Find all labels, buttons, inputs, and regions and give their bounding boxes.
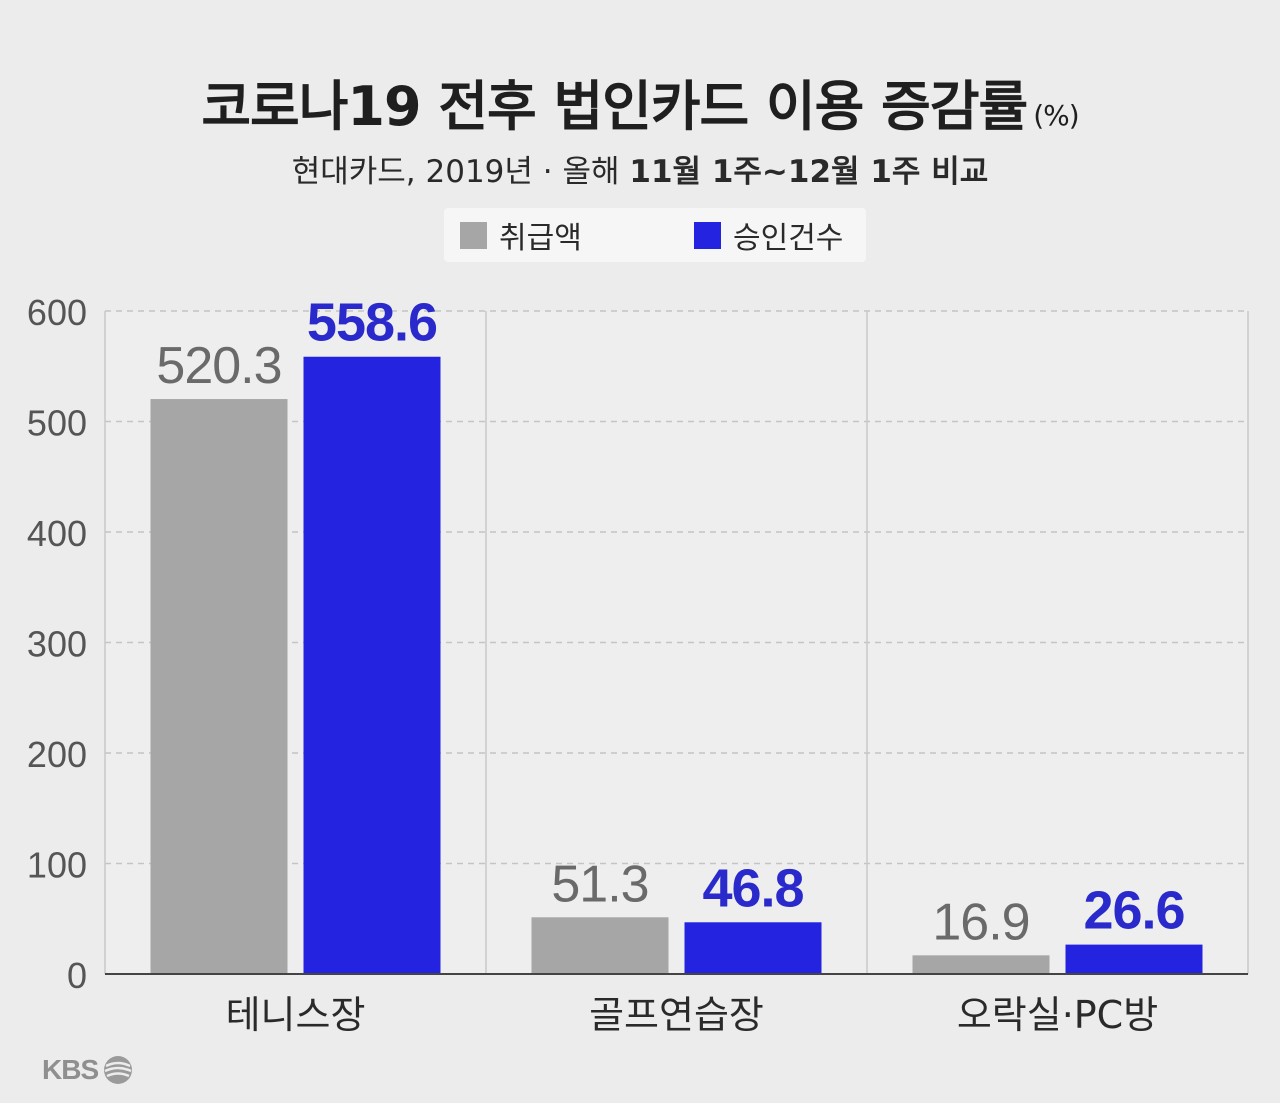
x-category-label: 오락실·PC방 xyxy=(957,993,1158,1037)
bar-count xyxy=(303,356,441,974)
kbs-logo: KBS xyxy=(42,1050,134,1090)
legend-item-amount: 취급액 xyxy=(460,208,582,262)
legend-swatch-count xyxy=(694,221,721,249)
legend-item-count: 승인건수 xyxy=(694,208,843,262)
y-tick-label: 0 xyxy=(67,955,87,996)
legend: 취급액 승인건수 xyxy=(444,208,866,262)
data-label-amount: 16.9 xyxy=(932,893,1029,951)
x-category-label: 골프연습장 xyxy=(589,993,764,1037)
bar-amount xyxy=(912,955,1050,974)
y-tick-label: 300 xyxy=(27,624,87,665)
y-tick-label: 400 xyxy=(27,513,87,554)
subtitle-emphasis: 11월 1주~12월 1주 비교 xyxy=(629,154,989,190)
bar-amount xyxy=(531,917,669,974)
data-label-count: 558.6 xyxy=(307,293,437,353)
y-tick-label: 100 xyxy=(27,845,87,886)
y-tick-label: 600 xyxy=(27,292,87,333)
data-label-amount: 520.3 xyxy=(156,337,281,395)
x-category-label: 테니스장 xyxy=(226,993,366,1037)
y-tick-label: 500 xyxy=(27,403,87,444)
data-label-count: 26.6 xyxy=(1083,881,1184,941)
title-unit: (%) xyxy=(1033,99,1079,132)
bar-amount xyxy=(150,399,288,975)
y-tick-label: 200 xyxy=(27,734,87,775)
bar-count xyxy=(1065,944,1203,974)
legend-label-amount: 취급액 xyxy=(499,221,582,256)
bar-count xyxy=(684,922,822,974)
subtitle-prefix: 현대카드, 2019년 · 올해 xyxy=(291,154,630,190)
chart-title: 코로나19 전후 법인카드 이용 증감률 (%) xyxy=(0,62,1280,141)
data-label-count: 46.8 xyxy=(702,858,803,918)
data-label-amount: 51.3 xyxy=(551,855,648,913)
legend-swatch-amount xyxy=(460,221,487,249)
title-text: 코로나19 전후 법인카드 이용 증감률 xyxy=(201,75,1028,138)
legend-label-count: 승인건수 xyxy=(733,221,844,256)
chart-subtitle: 현대카드, 2019년 · 올해 11월 1주~12월 1주 비교 xyxy=(0,146,1280,191)
kbs-logo-text: KBS xyxy=(42,1054,99,1085)
kbs-globe-icon xyxy=(104,1056,133,1084)
